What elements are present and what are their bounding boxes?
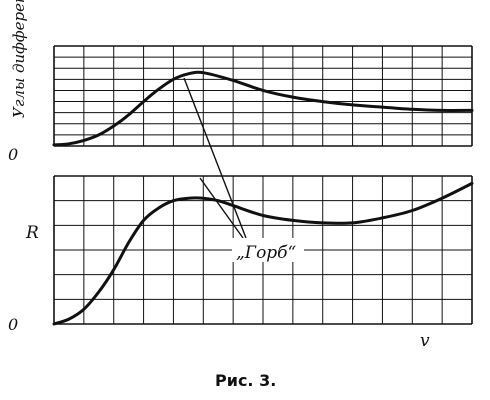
bottom-chart-grid — [53, 175, 473, 325]
top-chart-origin-label: 0 — [8, 145, 18, 164]
pointer-to-bottom-hump — [199, 177, 244, 239]
figure-caption: Рис. 3. — [215, 371, 276, 390]
bottom-chart-origin-label: 0 — [8, 315, 18, 334]
bottom-chart-xlabel: v — [420, 331, 430, 351]
top-chart-grid — [53, 45, 473, 147]
bottom-chart-panel: R 0 v — [8, 175, 474, 351]
bottom-chart-ylabel: R — [25, 223, 39, 243]
pointer-to-top-hump — [183, 77, 247, 239]
annotation-pointers — [183, 77, 247, 239]
annotation-label-background — [232, 238, 304, 262]
bottom-chart-series-line — [52, 181, 474, 326]
annotation-label: „Горб“ — [236, 243, 297, 263]
top-chart-panel: Углы дифферента 0 — [8, 0, 474, 164]
top-chart-ylabel: Углы дифферента — [10, 0, 28, 118]
top-chart-series-line — [52, 70, 474, 147]
